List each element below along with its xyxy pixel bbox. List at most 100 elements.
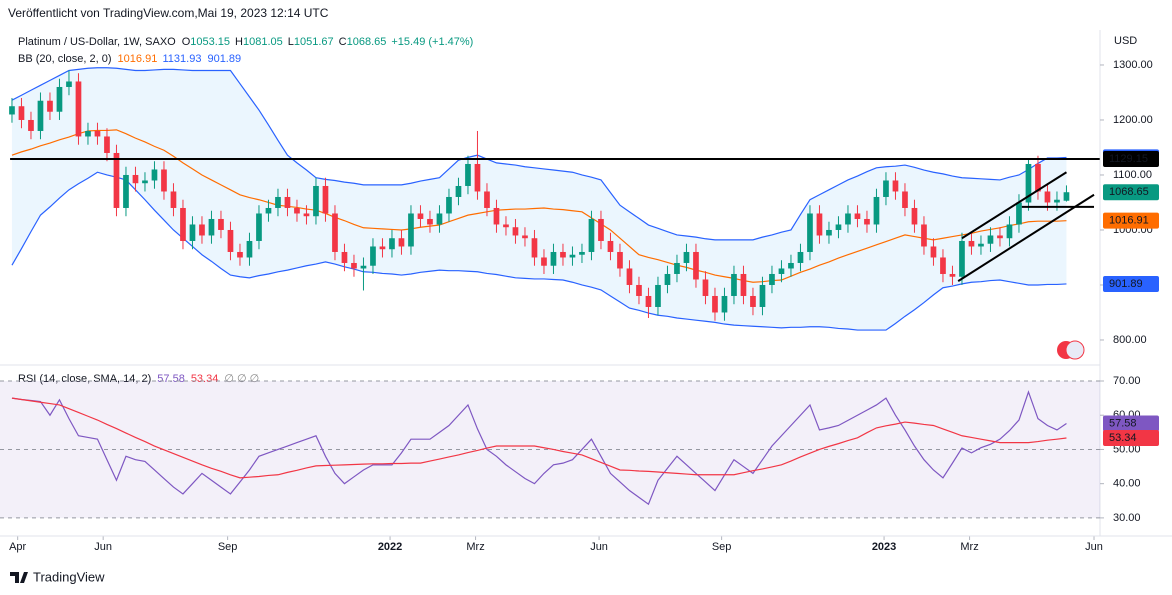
candle-body bbox=[579, 251, 585, 255]
candle-body bbox=[949, 273, 956, 277]
candle-body bbox=[132, 174, 139, 184]
candle-body bbox=[598, 218, 604, 241]
candle-body bbox=[351, 262, 357, 269]
price-box bbox=[1103, 415, 1159, 432]
candle-body bbox=[645, 295, 652, 307]
candle-body bbox=[303, 213, 310, 217]
candle-body bbox=[265, 207, 272, 214]
candle-body bbox=[1016, 202, 1022, 225]
candle-body bbox=[664, 273, 671, 285]
price-box-label: 57.58 bbox=[1109, 417, 1137, 429]
price-box-label: 1129.15 bbox=[1109, 153, 1148, 165]
rsi-name: RSI (14, close, SMA, 14, 2) bbox=[18, 373, 151, 385]
candle-body bbox=[607, 240, 614, 252]
candle-body bbox=[455, 185, 462, 197]
c-label: C bbox=[339, 36, 347, 48]
candle-body bbox=[921, 224, 927, 247]
candle-body bbox=[807, 213, 813, 252]
candle-body bbox=[170, 191, 177, 208]
candle-body bbox=[845, 213, 851, 225]
trend-line bbox=[961, 171, 1067, 240]
candle-body bbox=[873, 196, 880, 225]
candle-body bbox=[28, 119, 34, 131]
x-tick-label: Jun bbox=[94, 541, 112, 553]
l-label: L bbox=[288, 36, 294, 48]
candle-body bbox=[322, 185, 329, 214]
o-value: 1053.15 bbox=[190, 36, 230, 48]
y-tick-label: 50.00 bbox=[1113, 443, 1141, 455]
y-tick-label: 1300.00 bbox=[1113, 59, 1153, 71]
candle-body bbox=[1054, 199, 1060, 203]
bb-name: BB (20, close, 2, 0) bbox=[18, 53, 112, 65]
candle-body bbox=[560, 251, 566, 258]
candle-body bbox=[75, 81, 82, 137]
candle-body bbox=[721, 295, 728, 313]
candle-body bbox=[47, 100, 53, 112]
candle-body bbox=[94, 130, 101, 137]
candle-body bbox=[655, 284, 661, 307]
candle-body bbox=[237, 251, 243, 258]
candle-body bbox=[769, 273, 775, 285]
rsi-pane bbox=[11, 390, 1067, 506]
candle-body bbox=[275, 196, 281, 208]
candle-body bbox=[541, 257, 547, 266]
candle-body bbox=[85, 130, 91, 137]
candle-body bbox=[883, 180, 889, 197]
candle-body bbox=[569, 254, 576, 258]
y-tick-label: 1200.00 bbox=[1113, 114, 1153, 126]
x-tick-label: Jun bbox=[1085, 541, 1103, 553]
price-box bbox=[1103, 275, 1159, 292]
candle-body bbox=[332, 213, 338, 252]
candle-body bbox=[712, 295, 718, 313]
candle-body bbox=[1063, 192, 1070, 201]
candle-body bbox=[417, 213, 424, 219]
candle-body bbox=[997, 235, 1003, 239]
candle-body bbox=[522, 235, 528, 239]
candle-body bbox=[484, 191, 490, 208]
price-box bbox=[1103, 150, 1159, 167]
candle-body bbox=[161, 169, 167, 192]
candle-body bbox=[940, 257, 946, 274]
candle-body bbox=[313, 185, 319, 217]
candle-body bbox=[503, 224, 509, 228]
candle-body bbox=[294, 207, 300, 214]
candle-body bbox=[788, 262, 794, 269]
candle-body bbox=[674, 262, 680, 274]
y-tick-label: 70.00 bbox=[1113, 375, 1141, 387]
candle-body bbox=[56, 86, 63, 112]
x-tick-label: Sep bbox=[218, 541, 238, 553]
y-tick-label: 40.00 bbox=[1113, 478, 1141, 490]
c-value: 1068.65 bbox=[347, 36, 387, 48]
candle-body bbox=[284, 196, 291, 208]
candle-body bbox=[1006, 224, 1013, 239]
candle-body bbox=[683, 251, 690, 263]
x-tick-label: Apr bbox=[9, 541, 26, 553]
candle-body bbox=[104, 136, 110, 153]
candle-body bbox=[531, 238, 538, 258]
price-box bbox=[1103, 184, 1159, 201]
candle-body bbox=[474, 163, 481, 192]
candle-body bbox=[778, 268, 785, 274]
x-tick-label: 2023 bbox=[872, 541, 896, 553]
candle-body bbox=[113, 152, 120, 208]
candle-body bbox=[142, 180, 148, 184]
bb-basis: 1016.91 bbox=[118, 53, 158, 65]
legend-bb: BB (20, close, 2, 0) 1016.91 1131.93 901.89 bbox=[18, 53, 241, 65]
legend-rsi: RSI (14, close, SMA, 14, 2) 57.58 53.34 ∅ ∅… bbox=[18, 373, 259, 385]
bb-line bbox=[11, 171, 1067, 331]
h-value: 1081.05 bbox=[243, 36, 283, 48]
price-box-label: 53.34 bbox=[1109, 432, 1137, 444]
candle-body bbox=[9, 106, 15, 115]
candle-body bbox=[123, 174, 129, 208]
candle-body bbox=[436, 213, 443, 225]
candle-body bbox=[835, 224, 842, 230]
o-label: O bbox=[182, 36, 191, 48]
candle-body bbox=[493, 207, 500, 225]
bb-upper: 1131.93 bbox=[163, 53, 202, 65]
candle-body bbox=[227, 229, 234, 252]
candle-body bbox=[389, 238, 395, 250]
candle-body bbox=[759, 284, 766, 307]
candle-body bbox=[189, 224, 196, 241]
